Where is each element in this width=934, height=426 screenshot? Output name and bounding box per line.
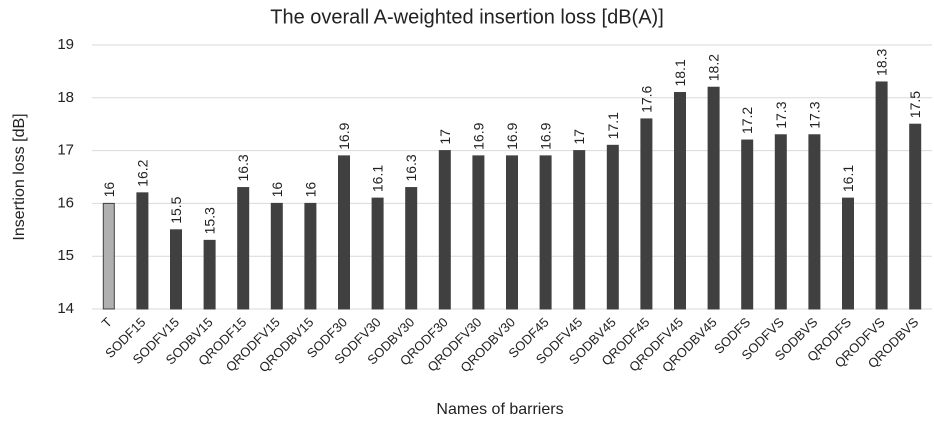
bar xyxy=(808,134,821,310)
data-label: 16 xyxy=(101,182,117,198)
y-tick-label: 19 xyxy=(57,36,74,53)
y-tick-label: 18 xyxy=(57,89,74,106)
bar xyxy=(237,187,250,310)
bar xyxy=(136,192,149,310)
data-label: 18.2 xyxy=(706,54,722,81)
bar xyxy=(170,229,182,310)
data-label: 17 xyxy=(571,129,587,145)
bar xyxy=(203,239,216,310)
data-label: 16 xyxy=(302,182,318,198)
bar xyxy=(707,86,720,310)
bar xyxy=(875,81,888,310)
bar xyxy=(102,202,115,310)
data-label: 16.9 xyxy=(504,122,520,149)
data-label: 17.5 xyxy=(907,91,923,118)
bar xyxy=(371,197,384,310)
data-label: 17.1 xyxy=(605,112,621,139)
bar xyxy=(573,150,586,310)
x-axis-title: Names of barriers xyxy=(436,401,563,418)
x-tick-label: T xyxy=(99,314,115,330)
data-label: 16.3 xyxy=(403,154,419,181)
y-axis-title: Insertion loss [dB] xyxy=(11,113,28,240)
bar xyxy=(506,155,518,310)
bar xyxy=(270,202,283,310)
data-label: 17.3 xyxy=(806,101,822,128)
bar xyxy=(539,155,552,310)
bar xyxy=(842,197,854,310)
bar xyxy=(909,123,922,310)
data-label: 18.1 xyxy=(672,59,688,86)
bar xyxy=(438,150,451,310)
data-label: 15.3 xyxy=(202,207,218,234)
bar xyxy=(674,92,686,310)
chart-title: The overall A-weighted insertion loss [d… xyxy=(270,6,664,28)
data-label: 17 xyxy=(437,129,453,145)
data-label: 15.5 xyxy=(168,196,184,223)
bar xyxy=(741,139,754,310)
y-tick-label: 15 xyxy=(57,247,74,264)
data-label: 16.1 xyxy=(840,165,856,192)
bar xyxy=(405,187,418,310)
data-label: 16.1 xyxy=(370,165,386,192)
bar xyxy=(472,155,485,310)
bar xyxy=(606,144,619,310)
y-tick-label: 14 xyxy=(57,300,74,317)
data-label: 16.2 xyxy=(134,159,150,186)
data-label: 16.9 xyxy=(538,122,554,149)
bar xyxy=(640,118,653,310)
bar xyxy=(304,202,317,310)
y-tick-label: 17 xyxy=(57,142,74,159)
data-label: 16 xyxy=(269,182,285,198)
data-label: 17.2 xyxy=(739,107,755,134)
bar xyxy=(338,155,350,310)
data-label: 16.3 xyxy=(235,154,251,181)
data-label: 18.3 xyxy=(874,48,890,75)
data-label: 17.6 xyxy=(638,85,654,112)
data-label: 17.3 xyxy=(773,101,789,128)
data-label: 16.9 xyxy=(470,122,486,149)
data-label: 16.9 xyxy=(336,122,352,149)
bar xyxy=(774,134,787,310)
y-tick-label: 16 xyxy=(57,194,74,211)
